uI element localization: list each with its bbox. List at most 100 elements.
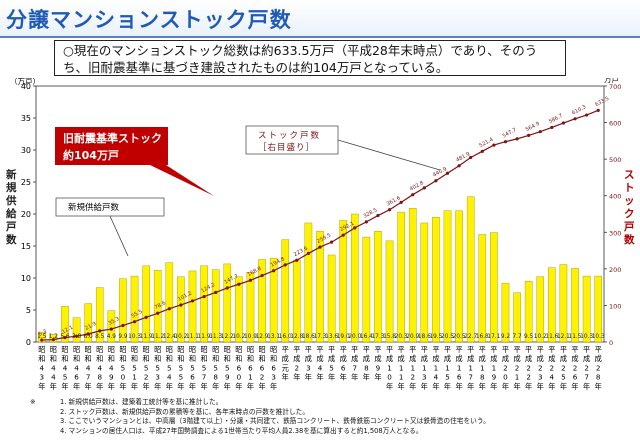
bar-value-label: 17.3 — [314, 334, 327, 340]
stock-point — [503, 140, 508, 144]
stock-point-label: 55.5 — [131, 309, 144, 320]
bar — [548, 267, 556, 343]
stock-point — [585, 113, 589, 117]
bar-value-label: 11.6 — [545, 334, 558, 340]
stock-point — [434, 179, 438, 183]
bar — [362, 236, 371, 343]
bar — [72, 317, 81, 343]
stock-point — [469, 155, 473, 160]
bar-value-label: 11.9 — [198, 334, 211, 340]
x-tick-label: 平成 2 1 年 — [513, 345, 520, 391]
right-tick-label: 0 — [609, 339, 613, 347]
stock-point — [132, 320, 137, 324]
stock-point — [190, 299, 195, 303]
bar-value-label: 20.0 — [348, 334, 361, 340]
x-tick-label: 平成 1 9 年 — [490, 345, 497, 391]
bar — [582, 275, 591, 343]
stock-point — [225, 286, 229, 290]
stock-chart: 1.51.25.63.86.08.54.99.910.311.911.212.4… — [5, 78, 635, 391]
old-standard-callout-line-2: 約104万戸 — [63, 148, 119, 162]
x-tick-label: 昭和 5 5 年 — [177, 345, 184, 391]
bar — [269, 257, 278, 343]
stock-point — [86, 332, 90, 336]
x-tick-label: 平成 2 5 年 — [560, 345, 567, 391]
stock-point — [341, 233, 345, 237]
left-tick-label: 10 — [21, 274, 31, 283]
bar-value-label: 18.6 — [302, 334, 315, 340]
bar-value-label: 12.1 — [557, 334, 570, 340]
old-standard-callout — [55, 127, 168, 165]
stock-callout-pointer — [337, 139, 441, 171]
footnote-4: 4. マンションの居住人口は、平成27年国勢調査による1世帯当たり平均人員2.3… — [30, 427, 630, 437]
x-axis-labels: 昭和 4 3 年昭和 4 4 年昭和 4 5 年昭和 4 6 年昭和 4 7 年昭和 4 8 年昭和 4 9 年昭和 5 0 年… — [38, 345, 602, 391]
x-tick-label: 平成 1 2 年 — [409, 345, 416, 391]
stock-point — [376, 213, 380, 218]
bar — [397, 211, 405, 343]
x-tick-label: 昭和 5 6 年 — [189, 345, 196, 391]
x-tick-label: 平成 5 年 — [328, 345, 335, 382]
stock-point — [109, 327, 113, 331]
left-tick-label: 40 — [21, 82, 31, 91]
bar-value-label: 10.3 — [128, 334, 141, 340]
bar-value-label: 11.3 — [209, 334, 222, 340]
right-tick-label: 100 — [609, 302, 621, 310]
stock-point — [550, 125, 554, 130]
stock-point — [121, 323, 125, 328]
x-tick-label: 平成 6 年 — [340, 345, 347, 382]
x-tick-label: 平成 4 年 — [316, 345, 323, 382]
stock-point — [214, 290, 218, 295]
x-tick-label: 平成 1 1 年 — [398, 345, 405, 391]
bar-value-label: 7.7 — [512, 334, 522, 340]
x-tick-label: 平成 2 3 年 — [537, 345, 544, 391]
bar — [443, 210, 452, 343]
bar — [258, 259, 266, 343]
bar-value-label: 17.1 — [487, 334, 500, 340]
stock-point — [399, 200, 403, 204]
x-tick-label: 昭和 4 3 年 — [38, 345, 45, 391]
bar — [478, 234, 487, 343]
stock-point — [480, 149, 484, 153]
stock-point — [411, 193, 415, 197]
stock-point — [422, 186, 426, 190]
footnotes: ※ 1. 新規供給戸数は、建築着工統計等を基に推計した。 2. ストック戸数は、新… — [30, 398, 630, 436]
bar — [84, 303, 92, 343]
stock-point — [573, 117, 577, 121]
bar — [293, 259, 301, 343]
x-tick-label: 昭和 5 7 年 — [200, 345, 207, 391]
stock-point — [538, 130, 542, 134]
bar-value-label: 10.3 — [592, 334, 605, 340]
footnote-2-text: 2. ストック戸数は、新規供給戸数の累積等を基に、各年末時点の戸数を推計した。 — [60, 407, 310, 416]
x-tick-label: 平成 2 8 年 — [595, 345, 602, 391]
stock-point — [527, 133, 531, 138]
stock-point-label: 21.9 — [84, 321, 97, 332]
bar-value-label: 12.2 — [221, 334, 234, 340]
bar — [350, 213, 359, 343]
bar-value-label: 12.4 — [163, 334, 176, 340]
stock-point — [329, 240, 334, 244]
bar-value-label: 4.9 — [107, 334, 117, 340]
left-tick-label: 15 — [21, 242, 31, 251]
bar — [165, 262, 174, 343]
bar-value-labels: 1.51.25.63.86.08.54.99.910.311.911.212.4… — [37, 334, 605, 340]
bar-value-label: 10.2 — [534, 334, 547, 340]
right-axis-label: ストック戸数 — [623, 169, 635, 246]
bar-value-label: 16.8 — [476, 334, 489, 340]
x-tick-label: 昭和 6 2 年 — [258, 345, 265, 391]
bar — [536, 276, 545, 343]
x-tick-label: 平成 2 0 年 — [502, 345, 509, 391]
stock-point — [98, 329, 102, 333]
stock-point — [260, 273, 264, 278]
bar-value-label: 19.0 — [337, 334, 350, 340]
bar — [559, 264, 568, 343]
new-supply-callout-pointer — [109, 215, 129, 257]
bar — [211, 269, 220, 343]
right-axis-unit: 万戸 — [604, 78, 619, 84]
bar-value-label: 22.7 — [464, 334, 477, 340]
stock-point — [63, 335, 67, 340]
bar-value-label: 20.5 — [453, 334, 466, 340]
stock-point — [156, 311, 160, 315]
bar-value-label: 15.8 — [383, 334, 396, 340]
bar-value-label: 6.0 — [84, 334, 94, 340]
bar — [513, 292, 521, 343]
bar-value-label: 20.9 — [406, 334, 419, 340]
